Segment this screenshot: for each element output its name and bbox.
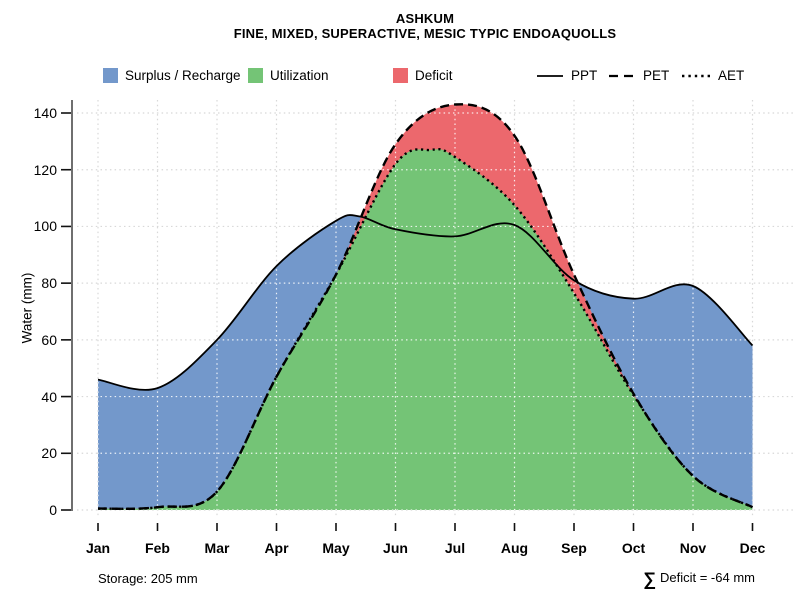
- legend-item-pet: PET: [608, 67, 669, 83]
- legend-item-utilization: Utilization: [248, 67, 329, 83]
- y-tick-label: 120: [33, 161, 57, 178]
- x-month-label: Oct: [621, 540, 646, 556]
- legend-item-ppt: PPT: [536, 67, 597, 83]
- y-tick-label: 60: [41, 331, 57, 348]
- sigma-icon: ∑: [643, 569, 656, 589]
- legend-item-surplus: Surplus / Recharge: [103, 67, 241, 83]
- x-month-label: Nov: [679, 540, 707, 556]
- page-title: ASHKUM: [395, 11, 455, 26]
- x-month-label: Feb: [145, 540, 170, 556]
- y-tick-label: 80: [41, 275, 57, 292]
- legend-label-surplus: Surplus / Recharge: [125, 67, 241, 83]
- y-tick-label: 140: [33, 105, 57, 121]
- legend-label-aet: AET: [718, 67, 745, 83]
- x-month-label: Mar: [204, 540, 230, 556]
- y-tick-label: 0: [49, 502, 57, 518]
- x-month-label: Jul: [444, 540, 466, 556]
- legend-label-ppt: PPT: [571, 67, 598, 83]
- legend-label-pet: PET: [643, 67, 670, 83]
- x-month-label: Jan: [85, 540, 111, 556]
- x-month-label: Apr: [264, 540, 289, 556]
- deficit-annotation-text: Deficit = -64 mm: [660, 570, 755, 585]
- y-tick-label: 40: [41, 388, 57, 405]
- legend-label-utilization: Utilization: [270, 67, 329, 83]
- surplus-swatch-icon: [103, 67, 118, 83]
- x-month-label: Jun: [383, 540, 408, 556]
- x-month-label: Aug: [500, 540, 529, 556]
- aet-line-sample-icon: [682, 74, 710, 77]
- page-subtitle: FINE, MIXED, SUPERACTIVE, MESIC TYPIC EN…: [233, 26, 617, 41]
- utilization-swatch-icon: [248, 67, 263, 83]
- legend-item-deficit: Deficit: [393, 67, 453, 83]
- y-tick-label: 20: [41, 445, 57, 462]
- deficit-annotation: ∑ Deficit = -64 mm: [455, 569, 755, 590]
- storage-annotation: Storage: 205 mm: [98, 571, 198, 586]
- legend-label-deficit: Deficit: [415, 67, 453, 83]
- legend-item-aet: AET: [681, 67, 744, 83]
- ppt-line-sample-icon: [537, 74, 563, 77]
- x-month-label: May: [322, 540, 350, 556]
- y-tick-label: 100: [33, 218, 57, 235]
- x-month-label: Sep: [561, 540, 587, 556]
- pet-line-sample-icon: [609, 74, 635, 77]
- deficit-swatch-icon: [393, 67, 408, 83]
- x-month-label: Dec: [739, 540, 766, 556]
